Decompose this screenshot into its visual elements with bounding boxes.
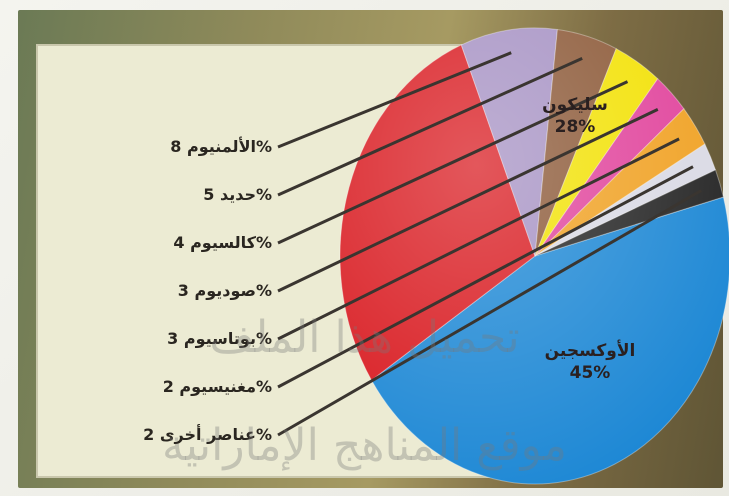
leader-lines bbox=[277, 51, 703, 437]
slice-label-6: بوتاسيوم 3% bbox=[167, 329, 272, 348]
leader-line-7 bbox=[277, 165, 694, 389]
slice-label-3: حديد 5% bbox=[203, 185, 272, 204]
slice-percent-label-0: 45% bbox=[570, 363, 611, 383]
slice-name-label-0: الأوكسجين bbox=[545, 340, 636, 361]
leader-line-4 bbox=[277, 80, 629, 245]
leader-line-6 bbox=[277, 137, 680, 341]
leader-line-8 bbox=[277, 189, 703, 437]
slice-label-8: عناصر أخرى 2% bbox=[143, 424, 272, 444]
leader-line-5 bbox=[277, 108, 659, 293]
leader-line-2 bbox=[277, 51, 512, 149]
slice-label-4: كالسيوم 4% bbox=[173, 233, 272, 252]
slice-label-2: الألمنيوم 8% bbox=[170, 137, 272, 156]
slice-label-7: مغنيسيوم 2% bbox=[163, 377, 272, 396]
pie-gloss bbox=[340, 28, 729, 484]
pie-slices bbox=[339, 27, 729, 485]
slice-label-5: صوديوم 3% bbox=[178, 281, 272, 300]
slice-name-label-1: سليكون bbox=[542, 95, 608, 115]
leader-line-3 bbox=[277, 57, 583, 197]
slice-percent-label-1: 28% bbox=[555, 117, 596, 137]
